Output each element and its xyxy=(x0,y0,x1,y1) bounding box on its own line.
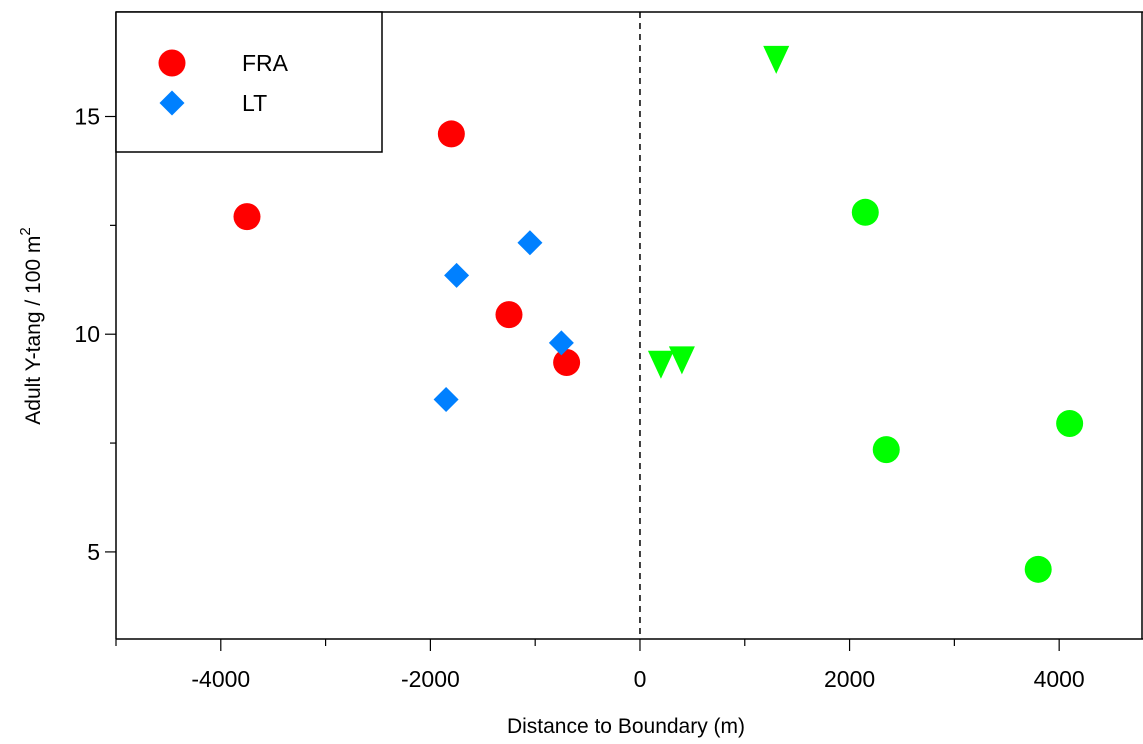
y-axis-title-text: Adult Y-tang / 100 m xyxy=(22,236,45,425)
data-marks xyxy=(233,45,1084,583)
circle-data-point xyxy=(1056,409,1084,437)
triangle-down-data-point xyxy=(763,45,790,74)
triangle-down-data-point xyxy=(647,350,674,379)
y-axis-title: Adult Y-tang / 100 m2 xyxy=(17,227,45,424)
legend: FRA LT xyxy=(115,11,383,153)
diamond-data-point xyxy=(517,230,543,256)
legend-label: LT xyxy=(242,90,267,116)
triangle-down-data-point xyxy=(668,346,695,375)
x-tick-label: -4000 xyxy=(191,666,250,692)
diamond-legend-icon xyxy=(159,90,185,116)
diamond-data-point xyxy=(433,387,459,413)
y-axis-title-superscript: 2 xyxy=(17,227,34,235)
x-tick-label: 4000 xyxy=(1034,666,1085,692)
circle-data-point xyxy=(851,198,879,226)
x-tick-label: -2000 xyxy=(401,666,460,692)
series-4 xyxy=(647,45,790,379)
x-tick-label: 0 xyxy=(634,666,647,692)
circle-data-point xyxy=(437,120,465,148)
legend-item-lt: LT xyxy=(159,90,267,116)
x-axis-title: Distance to Boundary (m) xyxy=(507,715,745,738)
diamond-data-point xyxy=(548,330,574,356)
circle-data-point xyxy=(1024,555,1052,583)
circle-data-point xyxy=(553,349,581,377)
legend-box xyxy=(115,11,383,153)
y-tick-label: 10 xyxy=(74,321,100,347)
circle-legend-icon xyxy=(158,49,186,77)
circle-data-point xyxy=(872,436,900,464)
y-tick-label: 15 xyxy=(74,104,100,130)
series-fra xyxy=(233,120,581,377)
diamond-data-point xyxy=(444,262,470,288)
legend-item-fra: FRA xyxy=(158,49,289,77)
legend-items: FRA LT xyxy=(158,49,289,116)
x-tick-label: 2000 xyxy=(824,666,875,692)
y-tick-label: 5 xyxy=(87,539,100,565)
series-3 xyxy=(851,198,1084,583)
legend-label: FRA xyxy=(242,50,289,76)
circle-data-point xyxy=(495,301,523,329)
series-lt xyxy=(433,230,574,413)
circle-data-point xyxy=(233,203,261,231)
